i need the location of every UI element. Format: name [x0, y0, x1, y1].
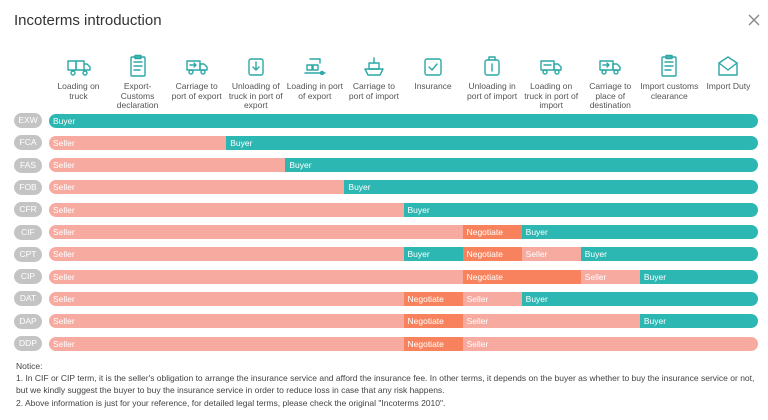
buyer-segment: Buyer	[226, 135, 758, 150]
negotiate-segment: Negotiate	[462, 269, 581, 284]
unloading-import-icon	[463, 52, 522, 78]
column-header: Import customs clearance	[640, 52, 699, 101]
column-label: Loading in port of export	[286, 81, 343, 101]
term-badge: CFR	[14, 202, 42, 218]
column-label: Carriage to port of export	[171, 81, 222, 101]
term-badge: EXW	[14, 113, 42, 128]
notice-line-1: 1. In CIF or CIP term, it is the seller'…	[16, 373, 755, 396]
buyer-segment: Buyer	[521, 291, 758, 306]
column-label: Insurance	[414, 81, 452, 91]
carriage-destination-icon	[581, 52, 640, 78]
column-label: Unloading in port of import	[467, 81, 518, 101]
seller-segment: Seller	[49, 247, 404, 262]
responsibility-bar: Seller Buyer	[49, 202, 758, 217]
term-badge: DDP	[14, 336, 42, 351]
seller-segment: Seller	[462, 291, 522, 306]
column-header: Insurance	[404, 52, 463, 92]
responsibility-bar: Buyer	[49, 113, 758, 128]
seller-segment: Seller	[462, 314, 640, 329]
responsibility-bar: Seller Negotiate Seller Buyer	[49, 291, 758, 306]
term-badge: DAP	[14, 313, 42, 329]
term-badge: DAT	[14, 291, 42, 307]
seller-segment: Seller	[49, 225, 463, 239]
column-label: Carriage to port of import	[348, 81, 399, 101]
responsibility-bar: Seller Buyer Negotiate Seller Buyer	[49, 247, 758, 262]
customs-declaration-icon	[108, 52, 167, 78]
responsibility-bar: Seller Negotiate Seller	[49, 336, 758, 351]
column-label: Unloading of truck in port of export	[228, 81, 283, 110]
import-clearance-icon	[640, 52, 699, 78]
dialog-title: Incoterms introduction	[14, 12, 162, 29]
term-badge: CIF	[14, 224, 42, 240]
loading-import-truck-icon	[522, 52, 581, 78]
column-header: Export-Customs declaration	[108, 52, 167, 111]
term-badge: CPT	[14, 246, 42, 262]
seller-segment: Seller	[521, 247, 581, 262]
negotiate-segment: Negotiate	[403, 314, 463, 329]
buyer-segment: Buyer	[403, 247, 463, 262]
responsibility-bar: Seller Negotiate Buyer	[49, 225, 758, 239]
term-badge: FOB	[14, 179, 42, 195]
buyer-segment: Buyer	[285, 158, 758, 173]
buyer-segment: Buyer	[49, 113, 758, 128]
notice-line-2: 2. Above information is just for your re…	[16, 397, 446, 408]
seller-segment: Seller	[49, 314, 404, 329]
responsibility-bar: Seller Buyer	[49, 180, 758, 195]
buyer-segment: Buyer	[521, 225, 758, 239]
seller-segment: Seller	[49, 202, 404, 217]
insurance-icon	[404, 52, 463, 78]
negotiate-segment: Negotiate	[462, 247, 522, 262]
negotiate-segment: Negotiate	[403, 291, 463, 306]
unloading-export-icon	[226, 52, 285, 78]
seller-segment: Seller	[580, 269, 640, 284]
column-label: Import Duty	[706, 81, 751, 91]
seller-segment: Seller	[462, 336, 758, 351]
buyer-segment: Buyer	[403, 202, 758, 217]
notice-section: Notice: 1. In CIF or CIP term, it is the…	[16, 360, 756, 409]
responsibility-bar: Seller Buyer	[49, 135, 758, 150]
buyer-segment: Buyer	[639, 269, 758, 284]
column-header: Import Duty	[699, 52, 758, 92]
term-badge: FAS	[14, 157, 42, 173]
column-label: Export-Customs declaration	[116, 81, 159, 110]
seller-segment: Seller	[49, 180, 345, 195]
column-header: Carriage to port of import	[344, 52, 403, 101]
column-header: Loading on truck	[49, 52, 108, 101]
import-duty-icon	[699, 52, 758, 78]
seller-segment: Seller	[49, 269, 463, 284]
column-header: Loading in port of export	[285, 52, 344, 101]
responsibility-bar: Seller Negotiate Seller Buyer	[49, 269, 758, 284]
ship-icon	[344, 52, 403, 78]
notice-heading: Notice:	[16, 361, 43, 371]
term-badge: CIP	[14, 269, 42, 285]
buyer-segment: Buyer	[580, 247, 758, 262]
column-header: Loading on truck in port of import	[522, 52, 581, 111]
close-icon[interactable]	[744, 10, 764, 30]
negotiate-segment: Negotiate	[403, 336, 463, 351]
column-label: Loading on truck in port of import	[524, 81, 579, 110]
seller-segment: Seller	[49, 291, 404, 306]
column-label: Loading on truck	[57, 81, 100, 101]
column-label: Carriage to place of destination	[589, 81, 632, 110]
column-header: Carriage to port of export	[167, 52, 226, 101]
seller-segment: Seller	[49, 336, 404, 351]
seller-segment: Seller	[49, 158, 286, 173]
column-header: Carriage to place of destination	[581, 52, 640, 111]
column-header: Unloading of truck in port of export	[226, 52, 285, 111]
seller-segment: Seller	[49, 135, 227, 150]
carriage-export-icon	[167, 52, 226, 78]
responsibility-bar: Seller Negotiate Seller Buyer	[49, 314, 758, 329]
buyer-segment: Buyer	[344, 180, 758, 195]
term-badge: FCA	[14, 135, 42, 151]
responsibility-bar: Seller Buyer	[49, 158, 758, 173]
loading-truck-icon	[49, 52, 108, 78]
column-label: Import customs clearance	[640, 81, 699, 101]
column-header: Unloading in port of import	[463, 52, 522, 101]
loading-port-icon	[285, 52, 344, 78]
negotiate-segment: Negotiate	[462, 225, 522, 239]
buyer-segment: Buyer	[639, 314, 758, 329]
